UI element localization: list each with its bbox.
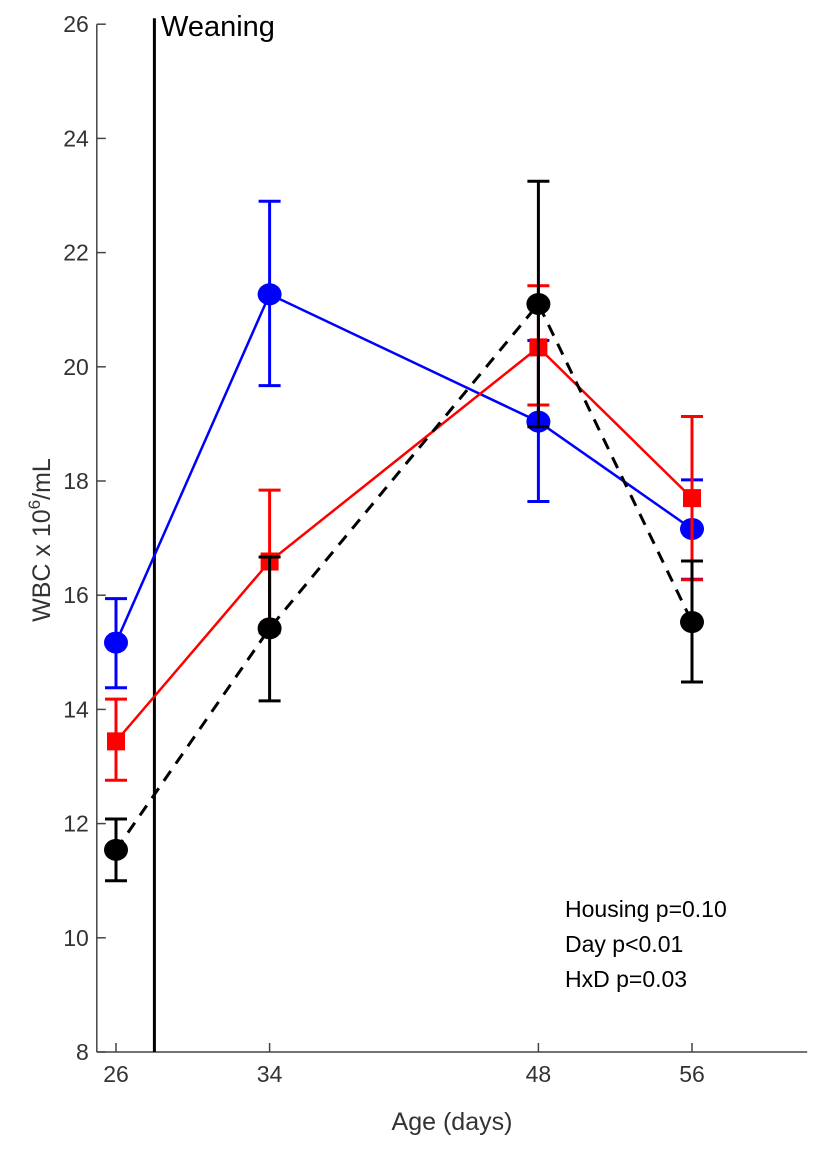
- series-line: [114, 301, 694, 851]
- x-tick-label: 48: [526, 1061, 552, 1087]
- weaning-label: Weaning: [161, 11, 275, 43]
- y-tick-label: 14: [63, 696, 89, 722]
- x-tick-label: 56: [679, 1061, 705, 1087]
- axes: 8 10 12 14 16 18 20 22 24 26 26 34 48 56: [63, 11, 808, 1087]
- y-axis-label-unit: /mL: [28, 458, 56, 500]
- series-0: [104, 199, 704, 690]
- y-tick-label: 16: [63, 582, 89, 608]
- series-line: [115, 345, 693, 743]
- data-point: [257, 617, 282, 640]
- x-tick-label: 26: [103, 1061, 129, 1087]
- x-tick-label: 34: [257, 1061, 283, 1087]
- series-1: [105, 284, 703, 782]
- marks: [104, 18, 704, 1052]
- y-tick-label: 20: [63, 354, 89, 380]
- y-axis-label: WBC x 106/mL: [25, 458, 56, 622]
- y-tick-label: 24: [63, 125, 89, 151]
- annotation-housing: Housing p=0.10: [565, 896, 727, 922]
- series-line: [114, 292, 693, 644]
- data-point: [107, 732, 125, 751]
- series-2: [104, 179, 704, 883]
- data-point: [526, 292, 551, 315]
- annotation-day: Day p<0.01: [565, 931, 683, 957]
- x-axis-label: Age (days): [392, 1108, 513, 1136]
- y-axis-label-sup: 6: [25, 500, 44, 509]
- annotation-hxd: HxD p=0.03: [565, 966, 687, 992]
- data-point: [683, 489, 701, 508]
- y-tick-label: 10: [63, 925, 89, 951]
- y-tick-label: 26: [63, 11, 89, 37]
- data-point: [257, 283, 282, 306]
- y-tick-label: 18: [63, 468, 89, 494]
- y-tick-label: 12: [63, 811, 89, 837]
- data-point: [104, 838, 128, 861]
- y-tick-label: 8: [76, 1039, 89, 1065]
- data-point: [680, 611, 704, 634]
- y-axis-label-main: WBC x 10: [28, 509, 56, 622]
- data-point: [104, 631, 128, 654]
- y-tick-label: 22: [63, 240, 89, 266]
